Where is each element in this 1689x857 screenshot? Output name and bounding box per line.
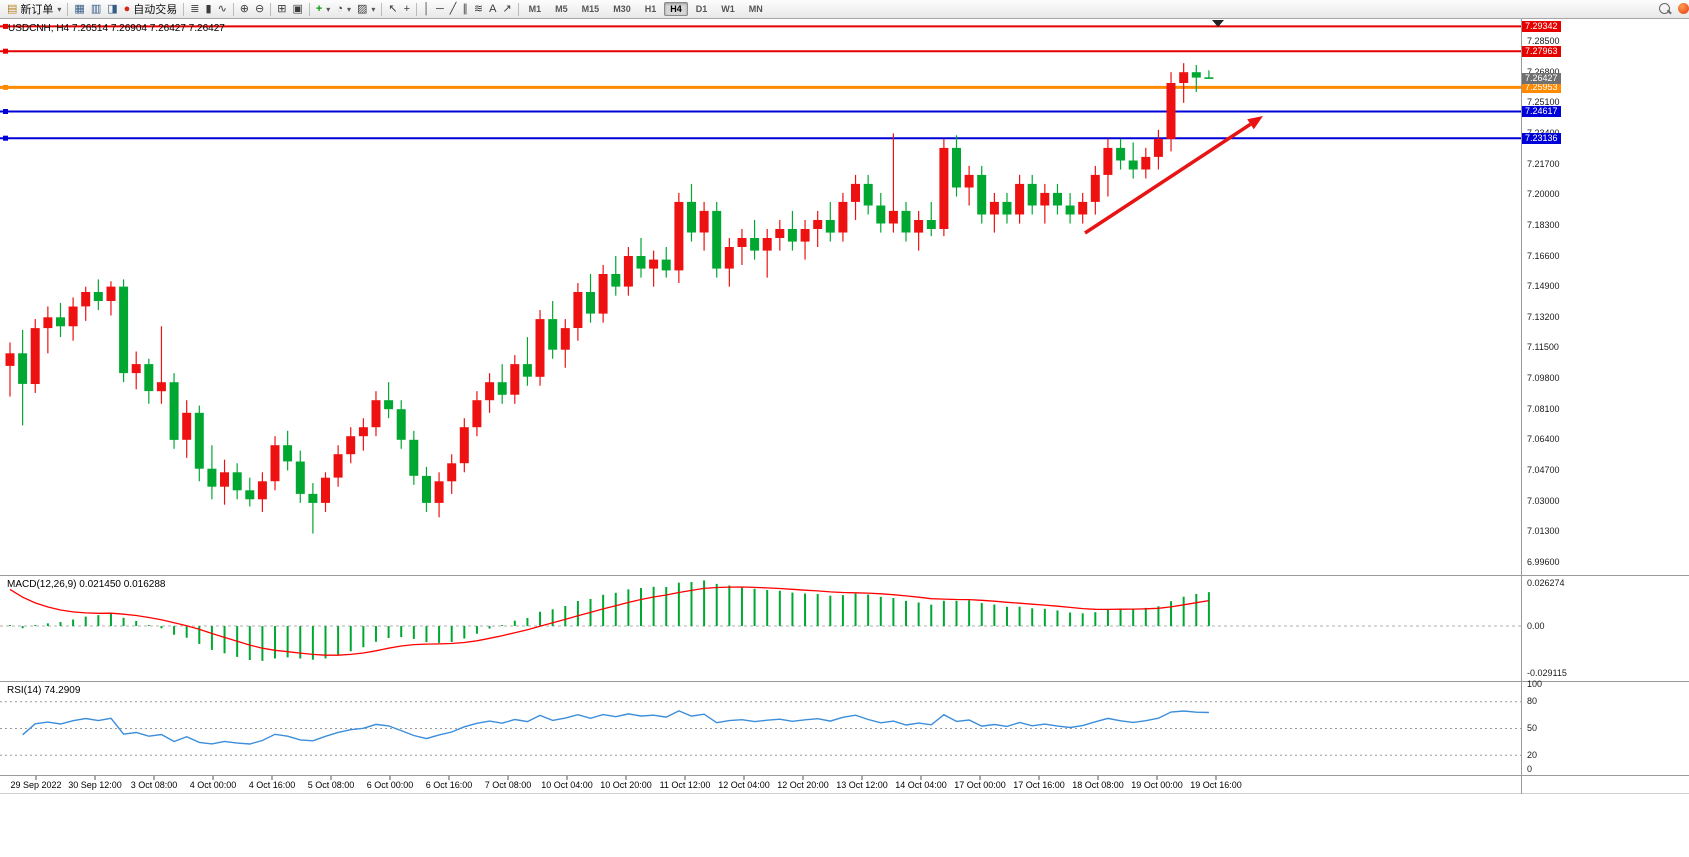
trendline-icon: ╱ (449, 3, 457, 15)
bar-chart-icon: ≣ (190, 3, 200, 15)
auto-trading-button[interactable]: ● 自动交易 (121, 1, 181, 17)
toolbar-separator (183, 2, 185, 16)
toolbar-separator (416, 2, 418, 16)
text-tool-button[interactable]: A (486, 1, 499, 17)
search-icon[interactable] (1659, 3, 1670, 14)
timeframe-h1[interactable]: H1 (644, 4, 657, 14)
periods-button[interactable]: ◔ ▾ (333, 1, 354, 17)
macd-label: MACD(12,26,9) 0.021450 0.016288 (7, 579, 166, 590)
horizontal-line[interactable] (0, 23, 1521, 29)
timeframe-w1[interactable]: W1 (721, 4, 735, 14)
tile-windows-icon: ⊞ (277, 3, 287, 15)
rsi-label: RSI(14) 74.2909 (7, 685, 81, 696)
channel-button[interactable]: ∥ (459, 1, 471, 17)
market-watch-icon: ▥ (90, 3, 102, 15)
zoom-out-button[interactable]: ⊖ (252, 1, 267, 17)
candlestick-icon: ▮ (205, 3, 212, 15)
text-tool-icon: A (489, 3, 497, 15)
zoom-in-button[interactable]: ⊕ (237, 1, 252, 17)
toolbar-separator (232, 2, 234, 16)
notification-icon[interactable] (1678, 3, 1689, 14)
templates-icon: ▨ (356, 3, 368, 15)
horizontal-line[interactable] (0, 48, 1521, 54)
trendline-button[interactable]: ╱ (447, 1, 460, 17)
timeframe-mn[interactable]: MN (748, 4, 763, 14)
navigator-button[interactable]: ◨ (104, 1, 120, 17)
chart-shift-marker[interactable] (1212, 20, 1224, 27)
chart-title: USDCNH, H4 7.26514 7.26904 7.26427 7.264… (8, 23, 225, 34)
line-chart-icon: ∿ (217, 3, 227, 15)
cascade-windows-icon: ▣ (292, 3, 303, 15)
auto-trading-label: 自动交易 (133, 4, 178, 16)
vertical-line-icon: │ (423, 3, 430, 15)
toolbar: ▤ 新订单 ▾ ▦ ▥ ◨ ● 自动交易 ≣ ▮ ∿ ⊕ ⊖ ⊞ ▣ + ▾ ◔… (0, 0, 1689, 19)
zoom-out-icon: ⊖ (255, 3, 265, 15)
crosshair-button[interactable]: + (401, 1, 413, 17)
tile-windows-button[interactable]: ⊞ (274, 1, 289, 17)
timeframe-h4[interactable]: H4 (664, 2, 688, 16)
cursor-icon: ↖ (388, 3, 398, 15)
indicators-icon: + (315, 3, 323, 15)
toolbar-separator (308, 2, 310, 16)
candlestick-button[interactable]: ▮ (203, 1, 215, 17)
arrow-tool-button[interactable]: ↗ (499, 1, 514, 17)
new-order-label: 新订单 (20, 4, 54, 16)
channel-icon: ∥ (462, 3, 468, 15)
cursor-button[interactable]: ↖ (385, 1, 400, 17)
fibonacci-button[interactable]: ≋ (471, 1, 486, 17)
new-order-button[interactable]: ▤ 新订单 ▾ (4, 1, 64, 17)
horizontal-line[interactable] (0, 135, 1521, 141)
macd-signal-line (9, 586, 1210, 656)
toolbar-separator (67, 2, 69, 16)
trend-arrow[interactable] (1084, 116, 1263, 235)
horizontal-line-icon: ─ (435, 3, 444, 15)
timeframe-m5[interactable]: M5 (555, 4, 568, 14)
chevron-down-icon: ▾ (346, 4, 351, 14)
charts-button[interactable]: ▦ (71, 1, 87, 17)
timeframe-m30[interactable]: M30 (613, 4, 631, 14)
timeframe-d1[interactable]: D1 (695, 4, 708, 14)
macd-histogram (9, 580, 1210, 661)
horizontal-line-button[interactable]: ─ (433, 1, 447, 17)
periods-icon: ◔ (336, 3, 343, 15)
chevron-down-icon: ▾ (371, 4, 376, 14)
cascade-windows-button[interactable]: ▣ (289, 1, 305, 17)
bar-chart-button[interactable]: ≣ (187, 1, 202, 17)
zoom-in-icon: ⊕ (239, 3, 250, 15)
horizontal-line[interactable] (0, 84, 1521, 90)
horizontal-line[interactable] (0, 109, 1521, 114)
toolbar-separator (270, 2, 272, 16)
candlesticks (5, 63, 1214, 534)
new-order-icon: ▤ (7, 3, 18, 15)
timeframe-group: M1 M5 M15 M30 H1 H4 D1 W1 MN (522, 2, 770, 16)
market-watch-button[interactable]: ▥ (88, 1, 104, 17)
indicators-button[interactable]: + ▾ (313, 1, 333, 17)
toolbar-separator (517, 2, 519, 16)
chevron-down-icon: ▾ (57, 4, 62, 14)
auto-trading-icon: ● (123, 3, 131, 15)
crosshair-icon: + (403, 3, 411, 15)
rsi-line (22, 710, 1209, 745)
toolbar-separator (381, 2, 383, 16)
timeframe-m1[interactable]: M1 (528, 4, 542, 14)
vertical-line-button[interactable]: │ (420, 1, 433, 17)
arrow-tool-icon: ↗ (502, 3, 512, 15)
fibonacci-icon: ≋ (473, 3, 484, 15)
chevron-down-icon: ▾ (326, 4, 331, 14)
templates-button[interactable]: ▨ ▾ (354, 1, 378, 17)
toolbar-right (1659, 3, 1689, 14)
timeframe-m15[interactable]: M15 (581, 4, 600, 14)
chart-window-icon: ▦ (74, 3, 85, 15)
line-chart-button[interactable]: ∿ (215, 1, 230, 17)
navigator-icon: ◨ (107, 3, 118, 15)
